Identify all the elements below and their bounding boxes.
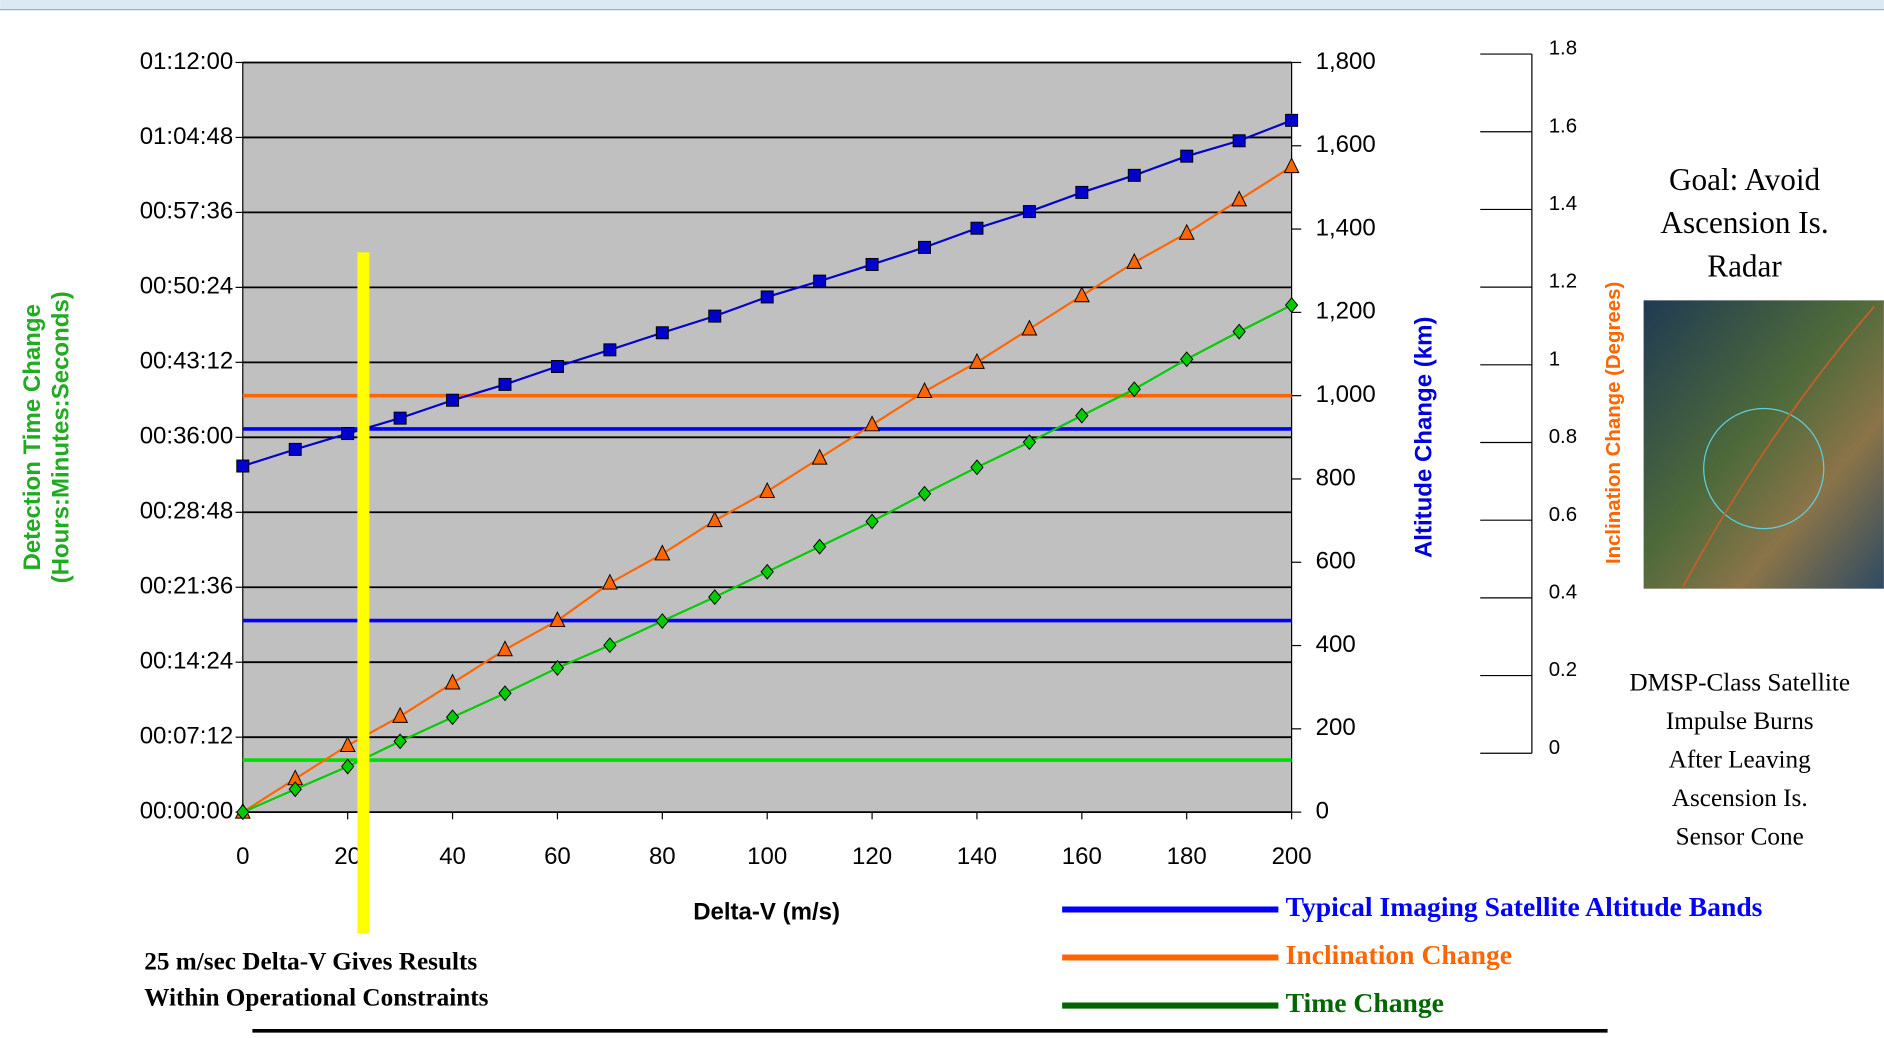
y-axis-title: Detection Time Change(Hours:Minutes:Seco… [19,291,75,583]
marker [709,310,721,322]
y-tick-label: 01:12:00 [140,48,233,75]
y3-tick-label: 1.6 [1549,115,1577,137]
x-tick-label: 100 [747,843,787,870]
y2-tick-label: 1,400 [1316,214,1376,241]
caption-text: Impulse Burns [1666,708,1814,735]
marker [814,275,826,287]
marker [761,291,773,303]
y-tick-label: 01:04:48 [140,123,233,150]
x-tick-label: 80 [649,843,676,870]
y2-tick-label: 800 [1316,464,1356,491]
marker [1128,169,1140,181]
annotation: 25 m/sec Delta-V Gives Results [144,948,477,975]
y-tick-label: 00:07:12 [140,723,233,750]
y2-tick-label: 1,200 [1316,298,1376,325]
x-tick-label: 180 [1167,843,1207,870]
marker [394,412,406,424]
y3-tick-label: 0.4 [1549,581,1577,603]
marker [289,443,301,455]
marker [1023,206,1035,218]
caption-text: Sensor Cone [1676,823,1804,850]
y3-tick-label: 1.2 [1549,271,1577,293]
x-axis-title: Delta-V (m/s) [693,898,840,925]
x-tick-label: 40 [439,843,466,870]
x-tick-label: 20 [334,843,361,870]
marker [342,428,354,440]
marker [866,258,878,270]
marker [604,344,616,356]
top-bar [0,0,1884,10]
x-tick-label: 140 [957,843,997,870]
legend-label: Typical Imaging Satellite Altitude Bands [1286,891,1763,922]
y3-axis-title: Inclination Change (Degrees) [1603,282,1625,564]
y2-tick-label: 1,600 [1316,131,1376,158]
y3-tick-label: 1.8 [1549,38,1577,60]
chart: 00:00:00 00:07:12 00:14:24 00:21:36 00:28:48… [0,0,1884,1038]
y2-tick-label: 0 [1316,797,1329,824]
y3-tick-label: 0.8 [1549,426,1577,448]
marker [656,327,668,339]
y2-axis-title: Altitude Change (km) [1410,317,1437,558]
goal-text: Goal: Avoid [1669,162,1821,197]
x-tick-label: 160 [1062,843,1102,870]
map-image [1644,300,1884,588]
caption-text: Ascension Is. [1672,785,1808,812]
y-tick-label: 00:00:00 [140,797,233,824]
y3-tick-label: 0.6 [1549,504,1577,526]
marker [1076,186,1088,198]
x-tick-label: 200 [1272,843,1312,870]
x-tick-label: 120 [852,843,892,870]
legend-label: Time Change [1286,987,1444,1018]
y-axis-title-line: Detection Time Change [19,304,46,570]
y-tick-label: 00:14:24 [140,648,233,675]
y3-tick-label: 0 [1549,737,1560,759]
x-tick-label: 60 [544,843,571,870]
y3-tick-label: 1 [1549,348,1560,370]
vertical-marker [357,252,369,933]
y2-tick-label: 400 [1316,631,1356,658]
caption-text: After Leaving [1669,746,1812,773]
y3-tick-label: 1.4 [1549,193,1577,215]
marker [1181,150,1193,162]
y-tick-label: 00:57:36 [140,198,233,225]
legend-label: Inclination Change [1286,939,1512,970]
y2-tick-label: 1,000 [1316,381,1376,408]
y2-tick-label: 1,800 [1316,48,1376,75]
marker [919,241,931,253]
marker [1286,114,1298,126]
caption-text: DMSP-Class Satellite [1629,670,1850,697]
y2-tick-label: 200 [1316,714,1356,741]
y3-tick-label: 0.2 [1549,659,1577,681]
marker [499,378,511,390]
page: 00:00:00 00:07:12 00:14:24 00:21:36 00:28:48… [0,0,1884,1038]
marker [447,394,459,406]
y-tick-label: 00:21:36 [140,573,233,600]
y2-tick-label: 600 [1316,548,1356,575]
y-tick-label: 00:50:24 [140,273,233,300]
marker [1233,135,1245,147]
marker [237,460,249,472]
x-tick-label: 0 [236,843,249,870]
annotation: Within Operational Constraints [144,984,488,1011]
y-axis-title-line: (Hours:Minutes:Seconds) [48,291,75,583]
goal-text: Radar [1707,248,1782,283]
goal-text: Ascension Is. [1660,205,1828,240]
y-tick-label: 00:28:48 [140,498,233,525]
y-tick-label: 00:36:00 [140,423,233,450]
marker [971,222,983,234]
y-tick-label: 00:43:12 [140,348,233,375]
marker [551,360,563,372]
